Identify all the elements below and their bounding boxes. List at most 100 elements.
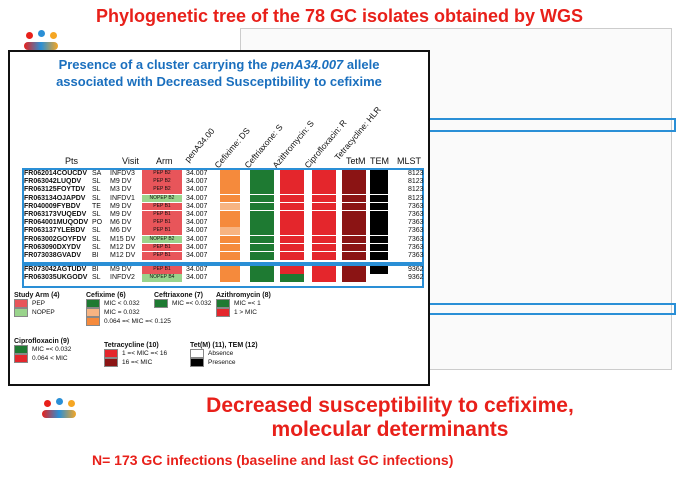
tetm-cell [370, 266, 388, 274]
visit: M15 DV [110, 235, 136, 243]
mlst-value: 9362 [408, 274, 424, 282]
arm-cell: PEP B1 [142, 202, 182, 211]
patient-id: FR073042AGTUDV [24, 266, 87, 273]
tetracycline-cell [342, 202, 366, 211]
azithromycin-cell [280, 274, 304, 282]
arm-cell: PEP B2 [142, 186, 182, 194]
visit: INFDV2 [110, 274, 135, 282]
site: SL [92, 235, 101, 243]
ciprofloxacin-cell [312, 266, 336, 274]
cefixime-cell [220, 186, 240, 194]
cefixime-cell [220, 235, 240, 244]
mlst-value: 9362 [408, 266, 424, 273]
visit: M6 DV [110, 227, 132, 235]
visit: M9 DV [110, 211, 132, 218]
azithromycin-cell [280, 235, 304, 244]
pena-value: 34.007 [186, 194, 208, 202]
tetracycline-cell [342, 186, 366, 194]
cefixime-cell [220, 170, 240, 178]
cluster-box-group2 [22, 264, 424, 288]
legend-tet-tem: Tet(M) (11), TEM (12) Absence Presence [190, 342, 258, 367]
tetracycline-cell [342, 274, 366, 282]
bottom-subtitle: N= 173 GC infections (baseline and last … [92, 452, 454, 468]
pena-value: 34.007 [186, 211, 208, 218]
pena-value: 34.007 [186, 235, 208, 243]
patient-id: FR063042LUQDV [24, 178, 82, 186]
arm-cell: PEP B2 [142, 178, 182, 186]
ceftriaxone-cell [250, 178, 274, 186]
patient-id: FR063002GOYFDV [24, 235, 87, 243]
legend-cefixime: Cefixime (6) MIC < 0.032 MIC = 0.032 0.0… [86, 292, 171, 326]
arm-cell: PEP B1 [142, 266, 182, 274]
tetm-cell [370, 274, 388, 282]
page-title: Phylogenetic tree of the 78 GC isolates … [95, 6, 584, 26]
site: SL [92, 211, 101, 218]
mlst-value: 8123 [408, 194, 424, 202]
patient-id: FR063035UKGODV [24, 274, 88, 282]
tetm-cell [370, 211, 388, 219]
azithromycin-cell [280, 252, 304, 260]
visit: M12 DV [110, 243, 136, 251]
azithromycin-cell [280, 202, 304, 211]
ciprofloxacin-cell [312, 235, 336, 244]
patient-id: FR062014COUCDV [24, 170, 88, 177]
site: SL [92, 274, 101, 282]
highlight-line-top [426, 118, 676, 132]
azithromycin-cell [280, 194, 304, 203]
arm-cell: PEP B1 [142, 252, 182, 260]
cefixime-cell [220, 202, 240, 211]
arm-cell: PEP B2 [142, 170, 182, 178]
arm-cell: PEP B1 [142, 227, 182, 235]
arm-cell: PEP B1 [142, 243, 182, 252]
pena-value: 34.007 [186, 219, 208, 227]
header-mlst: MLST [397, 156, 422, 166]
ciprofloxacin-cell [312, 252, 336, 260]
mlst-value: 8123 [408, 178, 424, 186]
patient-id: FR063134OJAPDV [24, 194, 86, 202]
cefixime-cell [220, 211, 240, 219]
header-visit: Visit [122, 156, 139, 166]
mlst-value: 7363 [408, 252, 424, 259]
patient-id: FR040009FYBDV [24, 202, 81, 210]
patient-id: FR063090DXYDV [24, 243, 81, 251]
header-tem: TEM [370, 156, 389, 166]
tetracycline-cell [342, 266, 366, 274]
mlst-value: 7363 [408, 243, 424, 251]
header-tetm: TetM [346, 156, 366, 166]
ceftriaxone-cell [250, 235, 274, 244]
arm-cell: NOPEP B2 [142, 194, 182, 203]
ceftriaxone-cell [250, 227, 274, 235]
site: BI [92, 266, 99, 273]
legend-ciprofloxacin: Ciprofloxacin (9) MIC =< 0.032 0.064 < M… [14, 338, 72, 363]
azithromycin-cell [280, 211, 304, 219]
visit: M3 DV [110, 186, 132, 194]
legend-ceftriaxone: Ceftriaxone (7) MIC =< 0.032 [154, 292, 212, 308]
ciprofloxacin-cell [312, 194, 336, 203]
visit: M9 DV [110, 266, 132, 273]
tetracycline-cell [342, 194, 366, 203]
legend-azithromycin: Azithromycin (8) MIC =< 1 1 > MIC [216, 292, 271, 317]
cefixime-cell [220, 243, 240, 252]
tetm-cell [370, 243, 388, 252]
visit: INFDV3 [110, 170, 135, 177]
patient-id: FR063125FOYTDV [24, 186, 86, 194]
tetracycline-cell [342, 243, 366, 252]
arm-cell: PEP B1 [142, 219, 182, 227]
patient-id: FR063137YLEBDV [24, 227, 86, 235]
bottom-title: Decreased susceptibility to cefixime, mo… [206, 394, 574, 441]
pena-value: 34.007 [186, 227, 208, 235]
legend-study-arm: Study Arm (4) PEP NOPEP [14, 292, 60, 317]
ceftriaxone-cell [250, 274, 274, 282]
tetracycline-cell [342, 170, 366, 178]
azithromycin-cell [280, 266, 304, 274]
tetracycline-cell [342, 211, 366, 219]
ciprofloxacin-cell [312, 202, 336, 211]
tetracycline-cell [342, 178, 366, 186]
ciprofloxacin-cell [312, 170, 336, 178]
site: BI [92, 252, 99, 259]
ciprofloxacin-cell [312, 186, 336, 194]
cefixime-cell [220, 219, 240, 227]
arm-cell: NOPEP B2 [142, 235, 182, 244]
ciprofloxacin-cell [312, 219, 336, 227]
azithromycin-cell [280, 186, 304, 194]
